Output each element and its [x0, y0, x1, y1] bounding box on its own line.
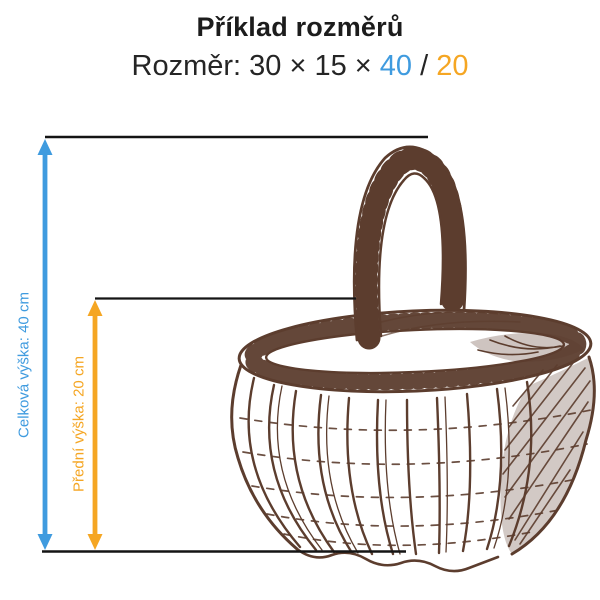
basket-illustration — [230, 145, 596, 573]
page-title: Příklad rozměrů — [196, 12, 404, 42]
basket-rim — [237, 308, 593, 394]
total-height-arrow — [37, 139, 53, 550]
total-height-label: Celková výška: 40 cm — [15, 292, 33, 438]
basket-weave-marks — [239, 409, 592, 547]
arrowhead-down — [37, 534, 53, 550]
front-height-label: Přední výška: 20 cm — [70, 356, 88, 492]
subtitle-prefix: Rozměr: 30 × 15 × — [131, 50, 380, 82]
reference-lines — [42, 135, 428, 553]
arrowhead-up — [37, 139, 53, 155]
basket-body — [230, 355, 596, 573]
arrowhead-up — [87, 300, 103, 316]
basket-side-shading — [500, 358, 594, 554]
basket-opening-shading — [359, 311, 584, 362]
basket-ribs-echo — [276, 385, 510, 555]
front-height-arrow — [87, 300, 103, 550]
arrowhead-down — [87, 534, 103, 550]
basket-handle — [352, 145, 467, 350]
front-height-number: 20 — [436, 50, 469, 82]
subtitle-separator: / — [412, 50, 437, 82]
basket-ribs — [247, 376, 533, 556]
basket-base-scallops — [295, 547, 500, 573]
dimension-subtitle: Rozměr: 30 × 15 × 40 / 20 — [0, 50, 600, 83]
header: Příklad rozměrů Rozměr: 30 × 15 × 40 / 2… — [0, 12, 600, 83]
total-height-number: 40 — [379, 50, 413, 82]
